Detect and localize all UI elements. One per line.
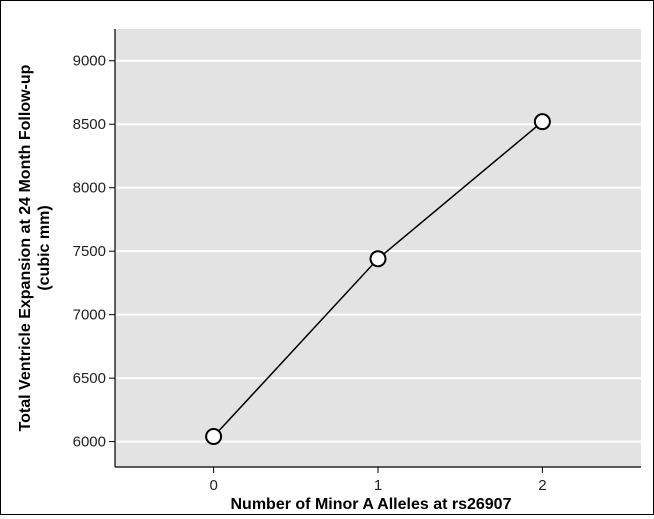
grid-lines (115, 59, 641, 443)
y-tick-label: 8500 (73, 116, 106, 133)
y-tick-label: 7500 (73, 243, 106, 260)
x-tick-label: 0 (209, 477, 217, 494)
y-axis-title-line1: Total Ventricle Expansion at 24 Month Fo… (17, 64, 34, 431)
data-point (369, 250, 387, 268)
plot-panel (115, 29, 641, 467)
y-tick-label: 7000 (73, 307, 106, 324)
y-tick-label: 8000 (73, 180, 106, 197)
x-tick-label: 1 (374, 477, 382, 494)
data-point (533, 113, 551, 131)
x-axis-title: Number of Minor A Alleles at rs26907 (231, 496, 512, 513)
x-tick-label: 2 (538, 477, 546, 494)
y-axis-title-line2: (cubic mm) (36, 205, 53, 290)
y-tick-label: 6000 (73, 434, 106, 451)
x-ticks: 0 1 2 (209, 467, 547, 494)
y-tick-label: 9000 (73, 53, 106, 70)
y-tick-label: 6500 (73, 370, 106, 387)
series-group (205, 113, 551, 446)
data-point (205, 428, 223, 446)
y-ticks: 6000 6500 7000 7500 8000 8500 9000 (73, 53, 115, 451)
